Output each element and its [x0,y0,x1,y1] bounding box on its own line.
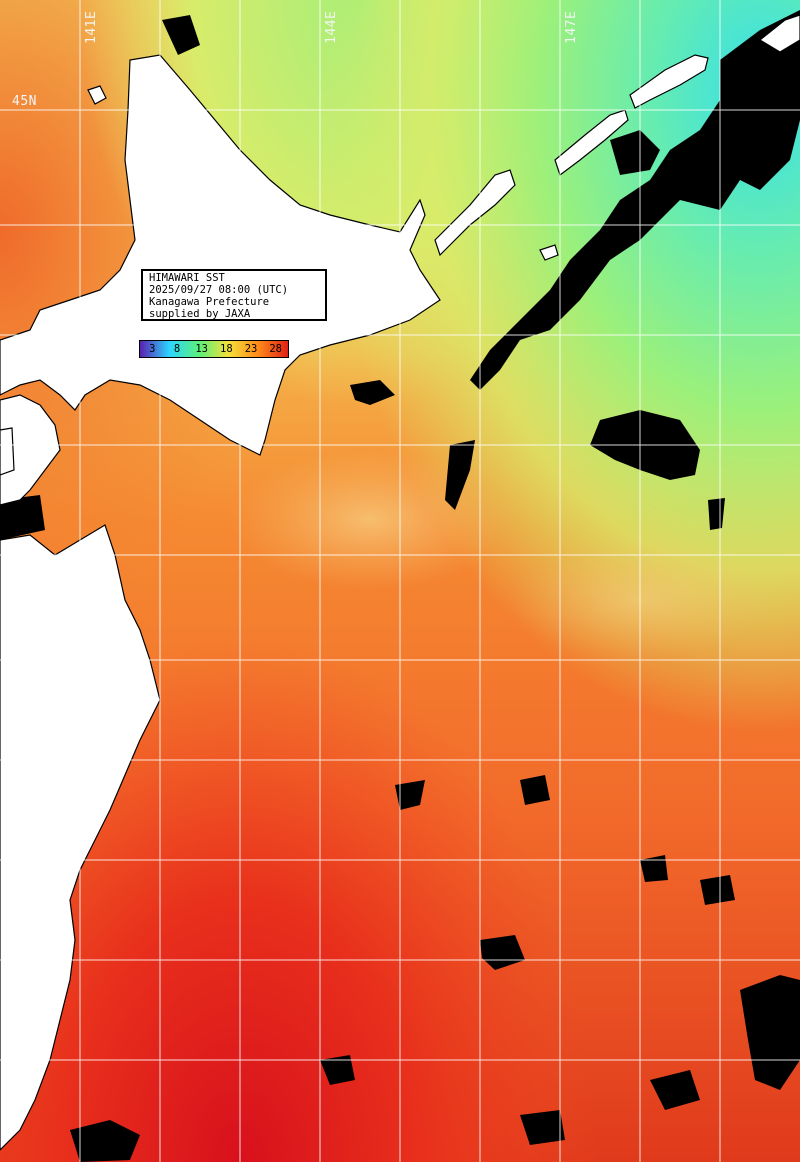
cloud-patch [320,1055,355,1085]
latitude-label-45n: 45N [12,94,37,109]
info-title: HIMAWARI SST [149,272,225,284]
cloud-patch [708,498,725,530]
cloud-patch [740,975,800,1090]
colorbar-tick: 18 [220,343,233,355]
cloud-patch [395,780,425,810]
colorbar-tick: 23 [244,343,258,355]
colorbar-tick: 13 [195,343,208,355]
islet [539,244,559,261]
colorbar-tick: 3 [149,343,156,355]
cloud-patch [520,1110,565,1145]
cloud-patch [640,855,668,882]
hokkaido-island [0,54,441,456]
longitude-label-141e: 141E [84,10,99,44]
kuril-island [434,169,516,257]
cloud-patch [700,875,735,905]
cloud-patch [0,495,45,540]
coast-fragment [0,427,15,476]
cloud-patch [445,440,475,510]
colorbar-tick: 28 [269,343,283,355]
cloud-patch [610,130,660,175]
cloud-patch [650,1070,700,1110]
info-box: HIMAWARI SST 2025/09/27 08:00 (UTC) Kana… [141,269,327,321]
cloud-patch [162,15,200,55]
cloud-band-north [470,10,800,390]
cloud-mask [0,10,800,1162]
longitude-label-147e: 147E [564,10,579,44]
cloud-patch [480,935,525,970]
cloud-patch [70,1120,140,1162]
info-timestamp: 2025/09/27 08:00 (UTC) [149,284,289,296]
oshima-peninsula [0,394,61,506]
cloud-patch [520,775,550,805]
temperature-colorbar: 3 8 13 18 23 28 [139,340,289,358]
info-organization: Kanagawa Prefecture [149,296,270,308]
rebun-island [87,85,107,105]
info-source: supplied by JAXA [149,308,251,320]
kuril-island [758,14,800,53]
kuril-island [554,109,629,176]
cloud-patch [350,380,395,405]
colorbar-tick: 8 [173,343,181,355]
longitude-label-144e: 144E [324,10,339,44]
